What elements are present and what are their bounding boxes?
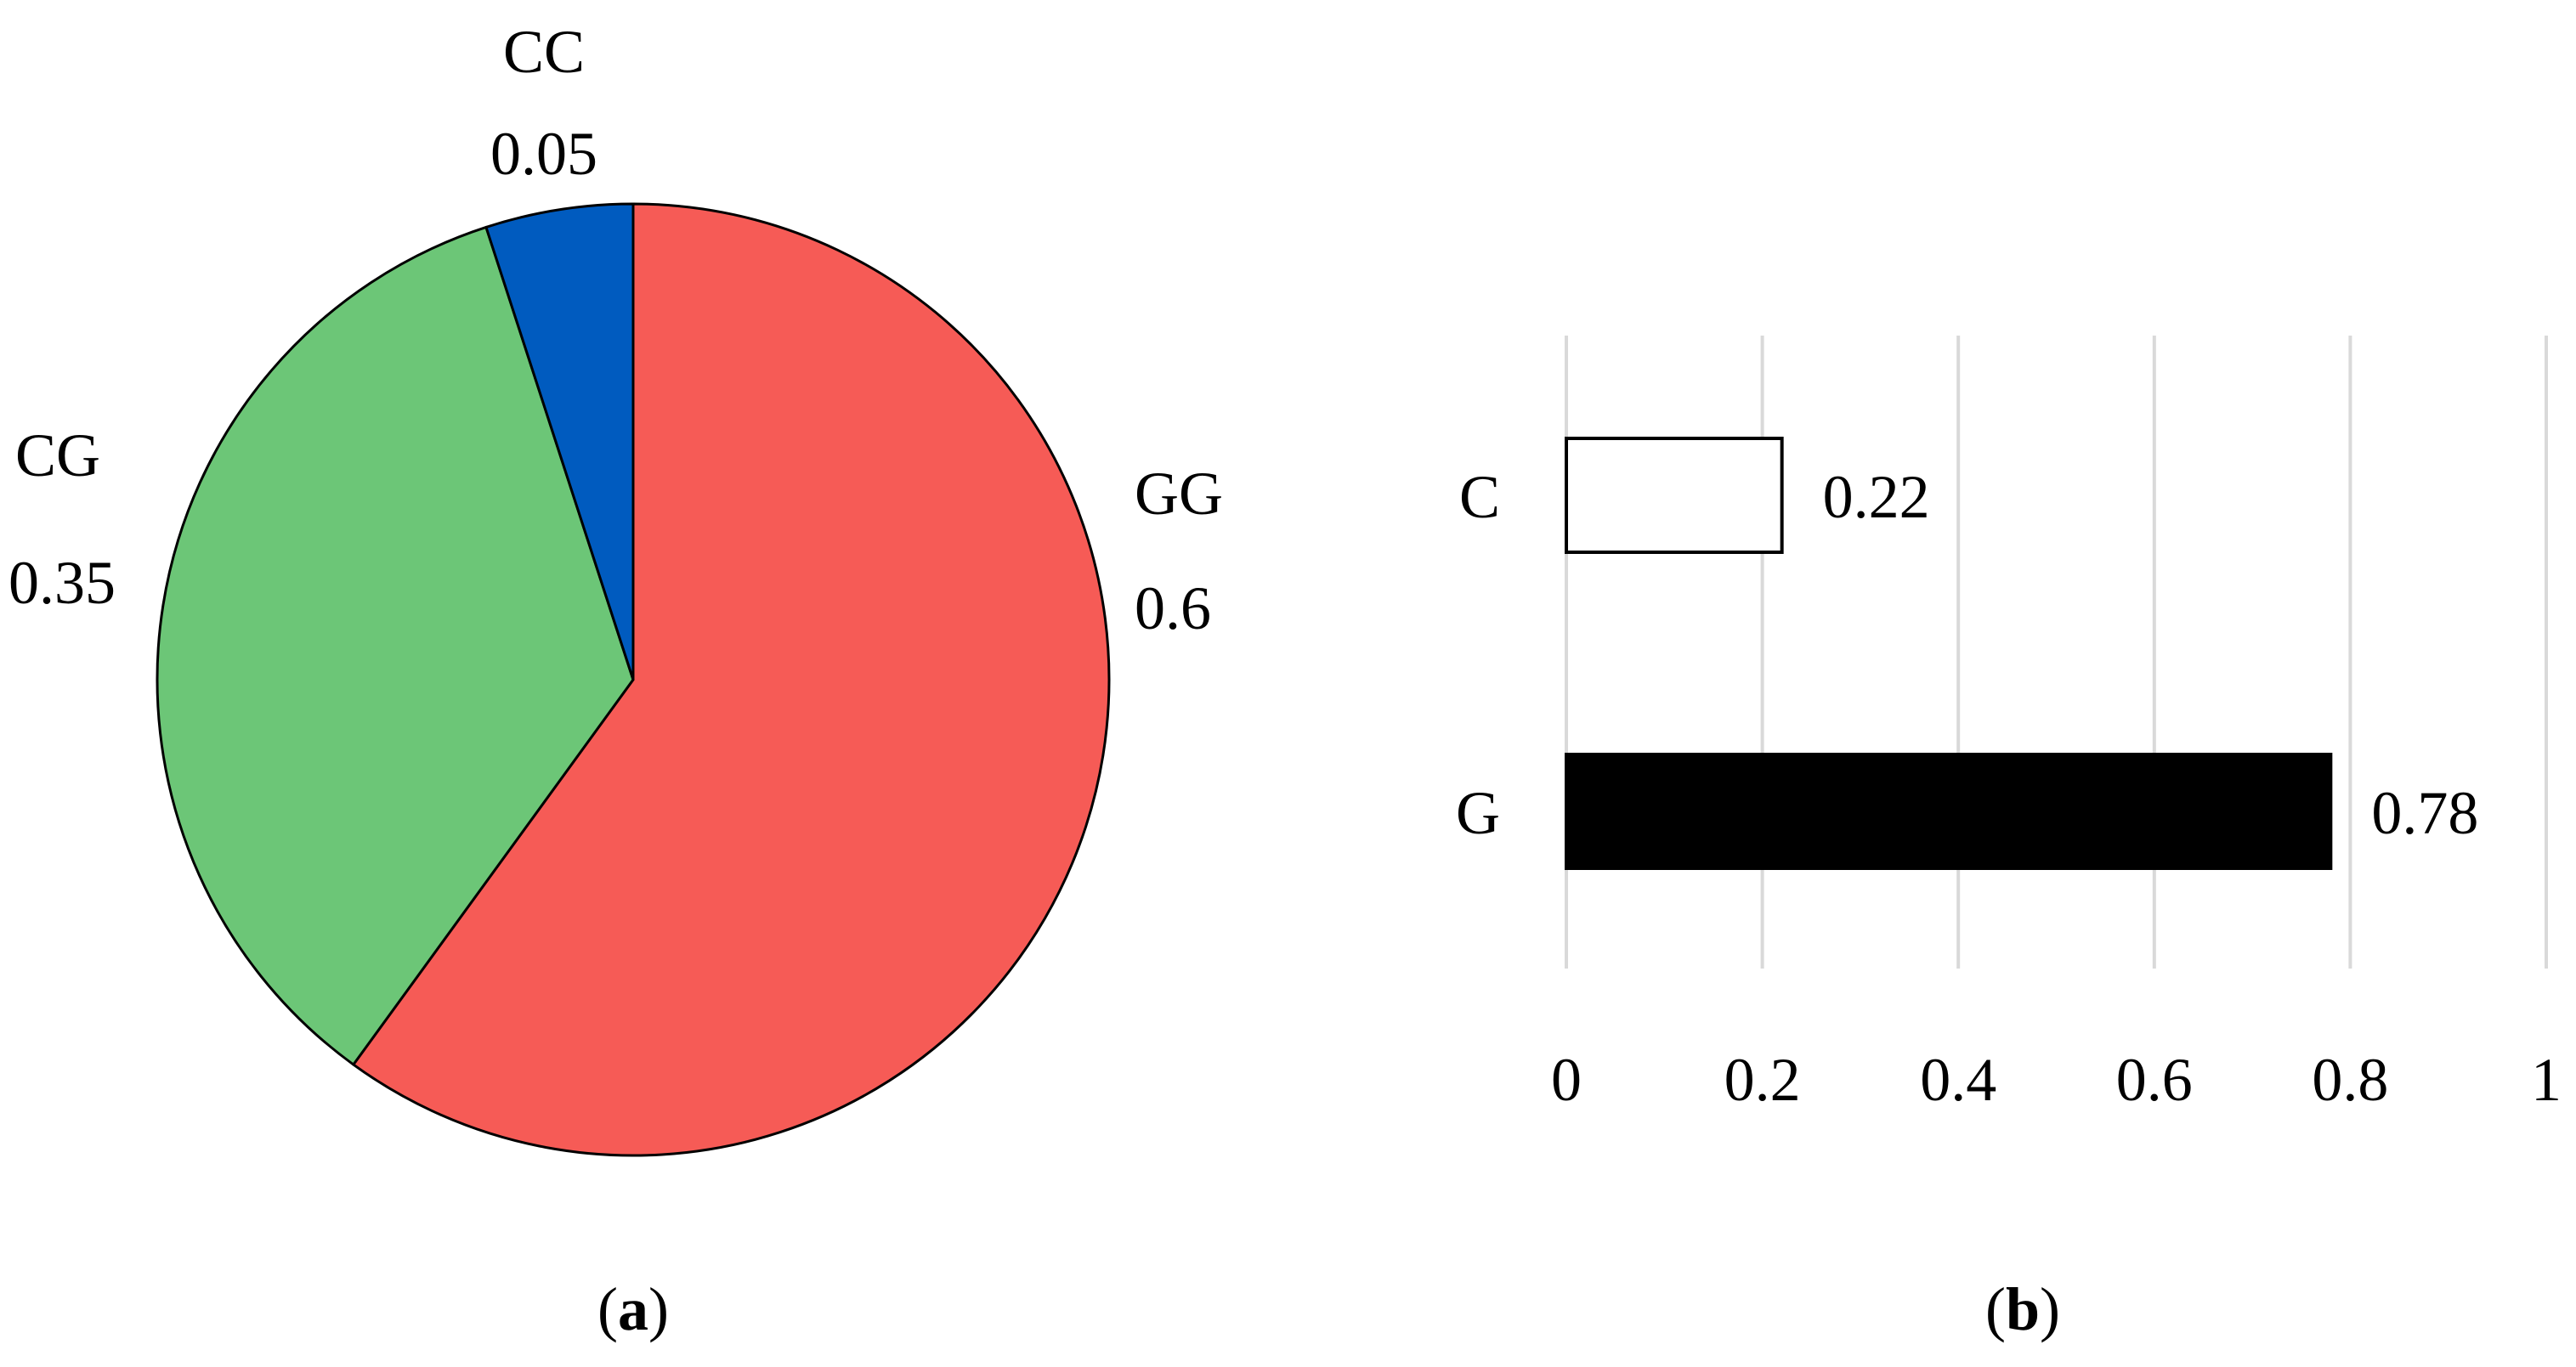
bar-chart: CG 0.220.78 0 0.2 0.4 0.6 0.8 1 (b) [1456,336,2562,1343]
pie-slice-cc [484,202,635,681]
value-label-c: 0.22 [1823,463,1930,531]
pie-chart: GG 0.6 CG 0.35 CC 0.05 (a) [8,18,1223,1343]
category-label-c: C [1459,463,1500,531]
pie-label-gg-value: 0.6 [1135,574,1211,642]
pie-slice-cg [156,225,635,1066]
panel-label-b: (b) [1985,1275,2060,1343]
pie-slices [156,202,1111,1157]
panel-label-b-letter: b [2006,1275,2040,1343]
x-tick-label-0: 0 [1551,1046,1582,1114]
pie-label-cg: CG 0.35 [8,421,116,617]
bar-c [1565,437,1784,554]
bar-x-tick-labels: 0 0.2 0.4 0.6 0.8 1 [1551,1046,2562,1114]
x-tick-label-4: 0.8 [2312,1046,2388,1114]
panel-label-a-letter: a [618,1275,648,1343]
x-tick-label-3: 0.6 [2116,1046,2193,1114]
bar-bars [1565,437,2333,870]
bar-value-labels: 0.22 0.78 [1823,463,2479,847]
value-label-g: 0.78 [2371,779,2478,847]
pie-label-cc: CC 0.05 [490,18,597,188]
category-label-g: G [1456,779,1500,847]
pie-label-cg-name: CG [15,421,100,489]
bar-category-labels: CG [1456,463,1500,847]
pie-label-gg-name: GG [1135,460,1223,528]
bar-gridlines [1565,336,2548,969]
panel-label-a: (a) [597,1275,669,1343]
pie-slice-gg [352,202,1111,1157]
x-tick-label-2: 0.4 [1920,1046,1996,1114]
pie-label-cc-name: CC [503,18,585,86]
pie-label-gg: GG 0.6 [1135,460,1223,642]
pie-label-cg-value: 0.35 [8,549,116,617]
pie-label-cc-value: 0.05 [490,120,597,188]
bar-g [1565,753,2333,870]
x-tick-label-1: 0.2 [1724,1046,1801,1114]
x-tick-label-5: 1 [2531,1046,2562,1114]
